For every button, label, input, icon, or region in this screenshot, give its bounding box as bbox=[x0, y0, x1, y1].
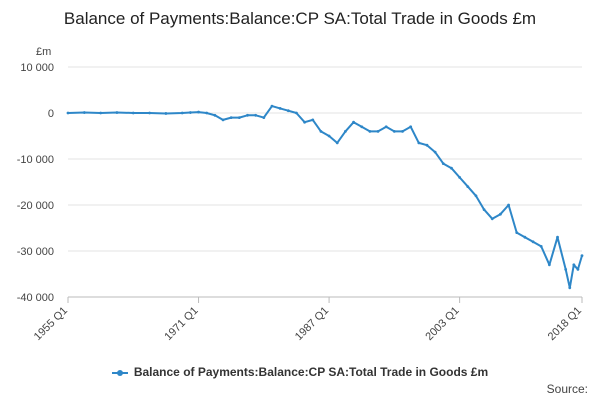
data-point[interactable] bbox=[523, 235, 527, 239]
data-point[interactable] bbox=[466, 185, 470, 189]
data-point[interactable] bbox=[490, 217, 494, 221]
y-tick-label: -10 000 bbox=[17, 154, 54, 166]
data-point[interactable] bbox=[458, 176, 462, 179]
series-group bbox=[66, 104, 584, 290]
data-point[interactable] bbox=[180, 111, 184, 115]
y-axis: 10 000 0 -10 000 -20 000 -30 000 -40 000 bbox=[17, 62, 54, 304]
legend-swatch-icon bbox=[111, 369, 128, 376]
data-point[interactable] bbox=[547, 263, 551, 267]
data-point[interactable] bbox=[482, 208, 486, 212]
y-tick-label: -30 000 bbox=[17, 246, 54, 258]
data-point[interactable] bbox=[343, 130, 347, 133]
x-tick-label: 2003 Q1 bbox=[423, 305, 461, 343]
data-point[interactable] bbox=[221, 118, 225, 122]
data-point[interactable] bbox=[425, 143, 429, 147]
x-tick-label: 1955 Q1 bbox=[32, 305, 70, 343]
data-point[interactable] bbox=[572, 263, 576, 267]
data-point[interactable] bbox=[286, 109, 290, 113]
y-tick-label: -20 000 bbox=[17, 200, 54, 212]
x-tick-label: 2018 Q1 bbox=[546, 305, 584, 343]
data-point[interactable] bbox=[99, 111, 103, 115]
data-point[interactable] bbox=[303, 120, 307, 124]
x-tick-label: 1971 Q1 bbox=[162, 305, 200, 343]
data-point[interactable] bbox=[148, 111, 151, 115]
data-point[interactable] bbox=[229, 116, 233, 119]
y-tick-label: -40 000 bbox=[17, 292, 54, 304]
data-point[interactable] bbox=[515, 231, 519, 235]
gridlines bbox=[68, 66, 582, 298]
data-point[interactable] bbox=[115, 111, 119, 114]
data-point[interactable] bbox=[254, 113, 258, 117]
data-point[interactable] bbox=[417, 141, 421, 145]
series-line bbox=[67, 105, 583, 289]
x-axis: 1955 Q1 1971 Q1 1987 Q1 2003 Q1 2018 Q1 bbox=[32, 296, 584, 343]
data-point[interactable] bbox=[327, 134, 331, 138]
data-point[interactable] bbox=[246, 113, 249, 117]
legend-label: Balance of Payments:Balance:CP SA:Total … bbox=[133, 365, 489, 379]
data-point[interactable] bbox=[352, 120, 355, 124]
data-point[interactable] bbox=[205, 111, 209, 115]
data-point[interactable] bbox=[568, 286, 572, 290]
data-point[interactable] bbox=[401, 130, 404, 133]
data-point[interactable] bbox=[556, 235, 559, 239]
data-point[interactable] bbox=[474, 194, 478, 198]
data-point[interactable] bbox=[531, 240, 535, 244]
data-point[interactable] bbox=[507, 203, 510, 207]
data-point[interactable] bbox=[335, 141, 339, 145]
data-point[interactable] bbox=[270, 104, 274, 108]
data-point[interactable] bbox=[368, 130, 372, 133]
data-point[interactable] bbox=[311, 118, 315, 122]
data-point[interactable] bbox=[450, 166, 453, 170]
y-tick-label: 10 000 bbox=[20, 62, 54, 74]
data-point[interactable] bbox=[66, 111, 70, 115]
data-point[interactable] bbox=[82, 111, 86, 114]
data-point[interactable] bbox=[376, 130, 380, 133]
data-point[interactable] bbox=[433, 150, 437, 154]
chart-title: Balance of Payments:Balance:CP SA:Total … bbox=[63, 9, 537, 28]
data-point[interactable] bbox=[580, 254, 584, 257]
y-axis-unit-label: £m bbox=[36, 46, 52, 58]
data-point[interactable] bbox=[295, 111, 298, 115]
x-tick-label: 1987 Q1 bbox=[293, 305, 331, 343]
data-point[interactable] bbox=[392, 130, 396, 133]
data-point[interactable] bbox=[384, 125, 388, 129]
data-point[interactable] bbox=[164, 112, 168, 115]
data-point[interactable] bbox=[576, 268, 580, 271]
legend[interactable]: Balance of Payments:Balance:CP SA:Total … bbox=[0, 365, 600, 379]
data-point[interactable] bbox=[539, 245, 543, 248]
data-point[interactable] bbox=[564, 268, 568, 271]
data-point[interactable] bbox=[278, 107, 282, 110]
data-point[interactable] bbox=[131, 111, 135, 115]
data-point[interactable] bbox=[237, 116, 241, 119]
source-label: Source: bbox=[546, 382, 588, 396]
data-point[interactable] bbox=[262, 116, 266, 119]
data-point[interactable] bbox=[213, 113, 217, 117]
y-tick-label: 0 bbox=[48, 108, 54, 120]
data-point[interactable] bbox=[499, 212, 502, 216]
data-point[interactable] bbox=[197, 110, 200, 114]
data-point[interactable] bbox=[360, 125, 364, 129]
data-point[interactable] bbox=[409, 125, 413, 129]
data-point[interactable] bbox=[188, 111, 192, 114]
data-point[interactable] bbox=[441, 162, 445, 166]
data-point[interactable] bbox=[319, 130, 323, 133]
